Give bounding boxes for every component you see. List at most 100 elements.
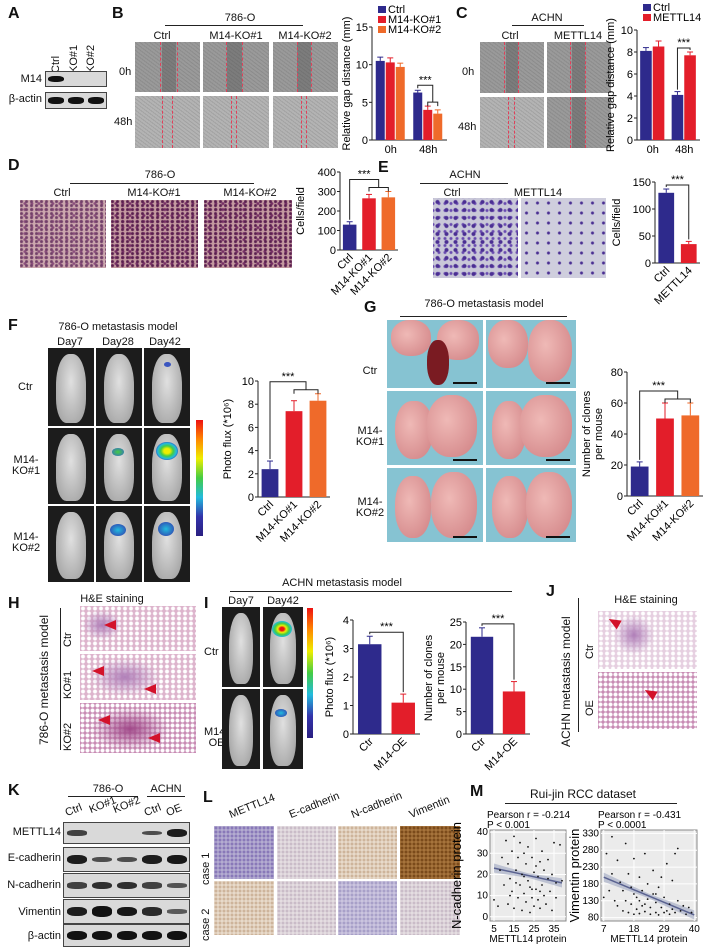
data-point [649,906,652,909]
western-blot-e-cadherin [63,847,190,872]
data-point [633,913,635,916]
data-point [527,846,529,848]
bar [656,418,674,496]
data-point [549,890,551,893]
data-point [517,896,519,899]
wound-image [203,96,269,148]
x-tick-label: M14-KO#2 [650,498,696,544]
data-point [624,842,627,845]
panel-letter-c: C [456,5,468,22]
data-point [535,837,537,840]
blot-band [141,930,162,941]
column-label: E-cadherin [287,789,342,821]
mouse-image [144,506,190,582]
data-point [541,850,543,853]
mouse-image [48,506,94,582]
pearson-annotation: Pearson r = -0.431 [598,810,682,821]
pearson-annotation: Pearson r = -0.214 [487,810,571,821]
y-tick-label: 1 [343,701,349,713]
data-point [535,865,537,867]
y-tick-label: 10 [450,684,462,696]
data-point [682,904,685,907]
bar [671,94,684,140]
bar [652,46,665,140]
transwell-image [521,198,606,278]
panel-letter-k: K [8,782,20,799]
significance-bracket [293,389,319,394]
row-label: OE [584,700,596,716]
data-point [602,896,605,899]
y-tick-label: 180 [582,879,599,890]
wound-image [547,42,611,93]
data-point [613,899,616,902]
y-axis-title: per mouse [435,652,447,704]
significance-bracket [368,187,389,192]
he-image [80,703,196,753]
data-point [525,862,527,865]
y-axis-title: Cells/field [295,187,307,235]
group-label: 786-O [92,783,124,795]
x-tick-label: 48h [419,144,437,156]
data-point [622,889,624,892]
data-point [493,898,495,901]
data-point [657,886,660,889]
day-label: Day28 [102,336,134,348]
wound-image [135,42,200,92]
y-axis-title: Vimentin protein [567,829,582,923]
panel-letter-l: L [203,789,213,806]
bar [681,415,700,496]
divider [505,803,677,804]
data-point [654,911,657,914]
blot-band [48,97,64,104]
y-tick-label: 30 [477,848,489,859]
data-point [663,896,665,899]
data-point [671,879,674,882]
row-label: case 1 [200,852,212,885]
blot-row-label: M14 [20,73,42,85]
y-tick-label: 2 [248,469,254,481]
confidence-band [603,872,695,920]
data-point [537,898,539,901]
data-point [616,859,619,862]
blot-row-label: N-cadherin [7,879,61,891]
row-label: M14- KO#1 [12,454,41,477]
blot-band [166,909,187,914]
data-point [646,898,649,900]
data-point [633,857,635,860]
data-point [499,869,501,872]
western-blot-n-cadherin [63,873,190,898]
data-point [515,882,517,884]
ihc-image [338,881,397,935]
blot-band [141,907,162,916]
divider [578,598,579,732]
data-point [663,911,665,914]
row-label: M14- KO#2 [355,496,385,519]
y-tick-label: 300 [318,187,336,199]
y-tick-label: 10 [621,25,633,37]
ihc-image [338,826,397,879]
y-tick-label: 8 [248,399,254,411]
data-point [668,903,671,906]
data-point [543,894,545,897]
y-tick-label: 5 [362,97,368,109]
row-label: case 2 [200,908,212,941]
x-tick-label: Ctr [469,735,488,754]
blot-band [166,828,187,838]
row-label: 48h [458,121,477,133]
x-tick-label: M14-KO#1 [254,499,300,545]
significance-label: *** [492,613,506,625]
plot-panel [489,829,567,922]
bar [395,66,405,140]
data-point [674,852,676,855]
y-tick-label: 0 [627,135,633,147]
y-tick-label: 5 [456,707,462,719]
divider [512,25,584,26]
blot-band [91,856,112,863]
mouse-image [144,348,190,426]
ihc-image [400,881,460,935]
data-point [519,841,521,844]
x-tick-label: 40 [689,924,701,935]
data-point [535,888,537,891]
panel-title: ACHN metastasis model [282,577,402,589]
panel-letter-f: F [8,317,18,334]
